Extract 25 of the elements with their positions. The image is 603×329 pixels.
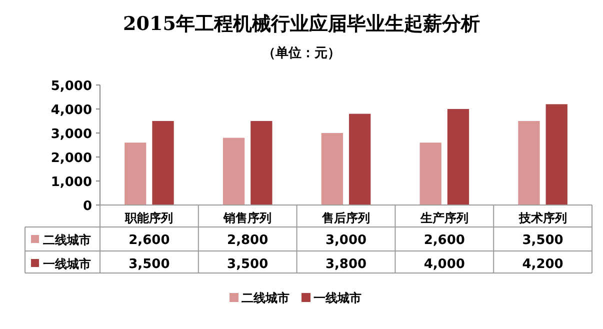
data-label: 4,000 xyxy=(424,257,465,272)
data-label: 3,800 xyxy=(325,257,367,272)
y-tick-label: 2,000 xyxy=(50,151,92,166)
data-label: 3,500 xyxy=(227,257,268,272)
y-tick-label: 1,000 xyxy=(50,175,92,190)
data-label: 2,800 xyxy=(227,233,268,248)
y-tick-label: 3,000 xyxy=(50,127,92,142)
legend-label: 二线城市 xyxy=(43,233,91,247)
y-tick-label: 5,000 xyxy=(50,79,92,94)
data-label: 3,500 xyxy=(128,257,170,272)
x-tick-label: 技术序列 xyxy=(518,211,567,225)
y-tick-label: 4,000 xyxy=(50,103,92,118)
data-label: 2,600 xyxy=(128,233,170,248)
x-tick-label: 生产序列 xyxy=(419,211,468,225)
chart-subtitle: （单位：元） xyxy=(262,45,340,61)
data-label: 3,000 xyxy=(325,233,367,248)
data-label: 3,500 xyxy=(522,233,564,248)
y-tick-label: 0 xyxy=(82,199,92,214)
chart-title: 2015年工程机械行业应届毕业生起薪分析 xyxy=(123,13,480,35)
legend-label: 一线城市 xyxy=(43,257,91,271)
data-label: 4,200 xyxy=(522,257,564,272)
data-label: 2,600 xyxy=(424,233,465,248)
x-tick-label: 销售序列 xyxy=(222,211,272,225)
x-tick-label: 售后序列 xyxy=(321,211,370,225)
x-tick-label: 职能序列 xyxy=(124,211,174,225)
